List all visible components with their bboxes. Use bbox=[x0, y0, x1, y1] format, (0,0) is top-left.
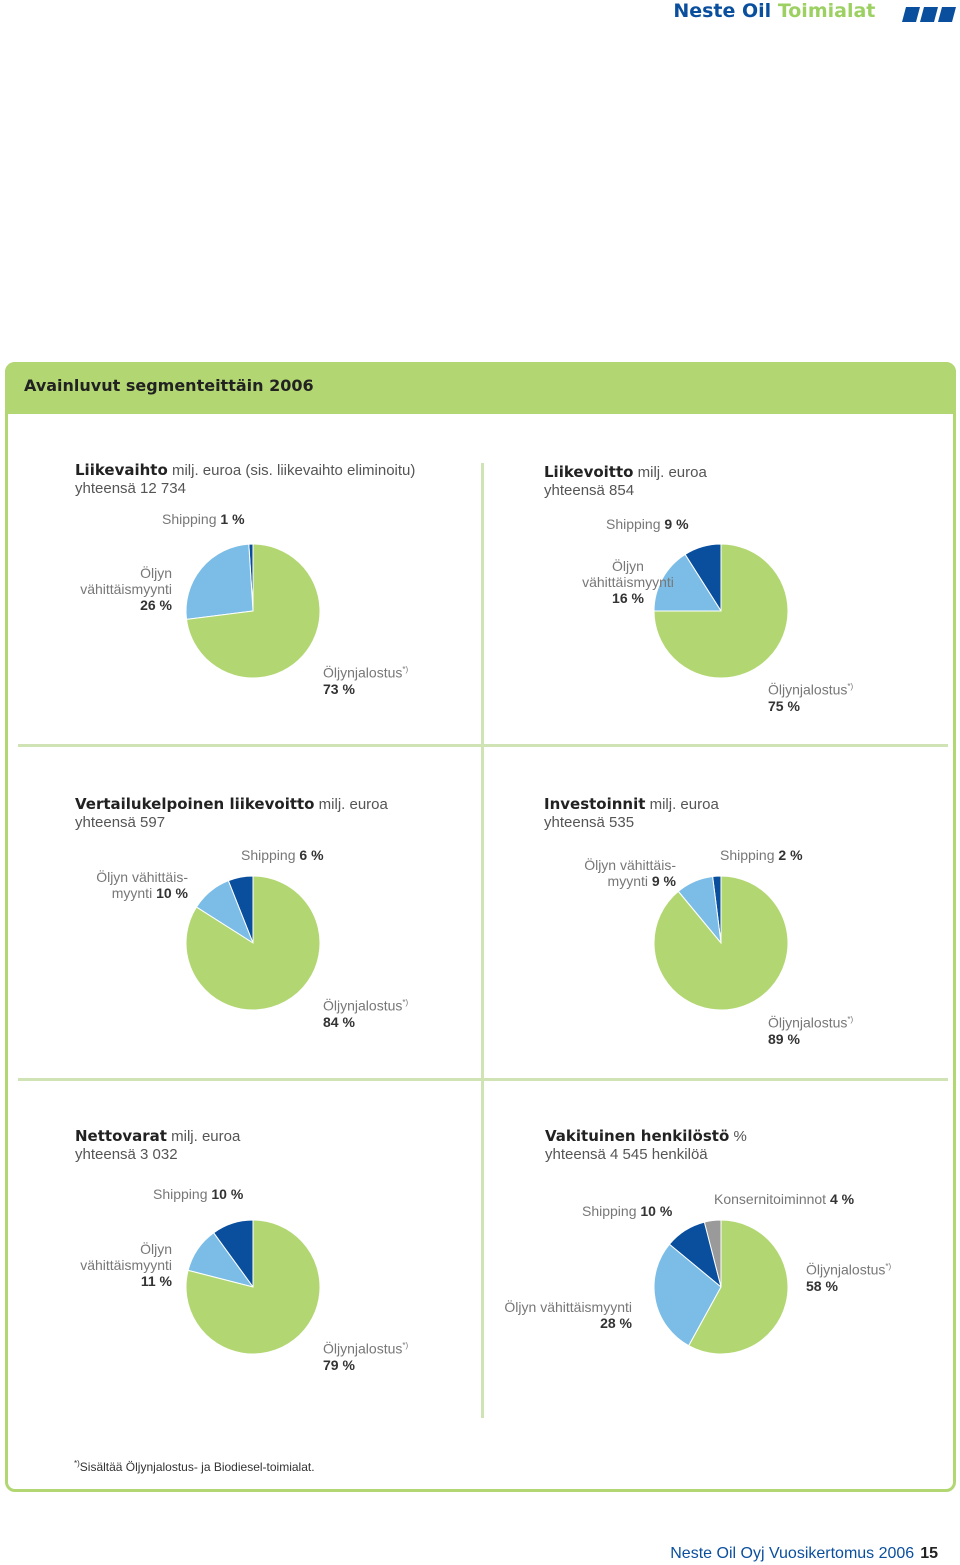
pie-slice-öljynjalostus bbox=[185, 543, 321, 679]
pie-slice-öljyn-vähittäismyynti bbox=[653, 553, 722, 612]
chart-total: yhteensä 535 bbox=[544, 814, 635, 831]
slice-label-refining: Öljynjalostus*) 79 % bbox=[323, 1340, 409, 1373]
pie-slice-öljynjalostus bbox=[185, 1219, 321, 1355]
slice-label-group-functions: Konsernitoiminnot 4 % bbox=[714, 1191, 855, 1207]
publication-title: Neste Oil Oyj Vuosikertomus 2006 bbox=[670, 1545, 915, 1562]
slice-label-refining: Öljynjalostus*) 58 % bbox=[806, 1261, 892, 1294]
slice-label-refining: Öljynjalostus*) 89 % bbox=[768, 1014, 854, 1047]
slice-label-retail: Öljyn vähittäismyynti 28 % bbox=[504, 1299, 632, 1331]
chart-title: Vakituinen henkilöstö % yhteensä 4 545 h… bbox=[545, 1127, 747, 1163]
row-divider bbox=[18, 1078, 948, 1081]
chart-title: Nettovarat milj. euroa yhteensä 3 032 bbox=[75, 1127, 241, 1163]
chart-title: Investoinnit milj. euroa yhteensä 535 bbox=[544, 795, 719, 831]
panel-title: Avainluvut segmenteittäin 2006 bbox=[24, 376, 314, 395]
slice-label-shipping: Shipping 9 % bbox=[606, 516, 689, 532]
brand-name: Neste Oil bbox=[673, 0, 772, 22]
slice-label-retail: Öljyn vähittäis-myynti 10 % bbox=[96, 869, 188, 901]
page-number: 15 bbox=[920, 1545, 938, 1562]
pie-slice-öljyn-vähittäismyynti bbox=[185, 543, 254, 620]
chart-title: Vertailukelpoinen liikevoitto milj. euro… bbox=[75, 795, 388, 831]
slice-label-retail: Öljyn vähittäismyynti 11 % bbox=[80, 1241, 172, 1289]
brand-leaf-icon bbox=[902, 7, 956, 22]
chart-total: yhteensä 854 bbox=[544, 482, 635, 499]
chart-total: yhteensä 3 032 bbox=[75, 1146, 178, 1163]
slice-label-shipping: Shipping 6 % bbox=[241, 847, 324, 863]
slice-label-retail: Öljyn vähittäismyynti 16 % bbox=[582, 558, 674, 606]
slice-label-shipping: Shipping 1 % bbox=[162, 511, 245, 527]
chart-title: Liikevoitto milj. euroa yhteensä 854 bbox=[544, 463, 707, 499]
slice-label-shipping: Shipping 2 % bbox=[720, 847, 803, 863]
chart-total: yhteensä 4 545 henkilöä bbox=[545, 1146, 708, 1163]
panel-header bbox=[5, 362, 956, 414]
slice-label-shipping: Shipping 10 % bbox=[582, 1203, 673, 1219]
section-name: Toimialat bbox=[777, 0, 876, 22]
brand-header: Neste Oil Toimialat bbox=[673, 0, 940, 22]
slice-label-retail: Öljyn vähittäismyynti 26 % bbox=[80, 565, 172, 613]
slice-label-shipping: Shipping 10 % bbox=[153, 1186, 244, 1202]
row-divider bbox=[18, 744, 948, 747]
column-divider bbox=[481, 463, 484, 1418]
pie-slice-öljyn-vähittäismyynti bbox=[653, 1243, 722, 1347]
slice-label-refining: Öljynjalostus*) 75 % bbox=[768, 681, 854, 714]
footnote: *)Sisältää Öljynjalostus- ja Biodiesel-t… bbox=[74, 1459, 315, 1474]
pie-slice-öljynjalostus bbox=[185, 875, 321, 1011]
chart-total: yhteensä 12 734 bbox=[75, 480, 186, 497]
slice-label-refining: Öljynjalostus*) 84 % bbox=[323, 997, 409, 1030]
pie-slice-öljynjalostus bbox=[653, 875, 789, 1011]
slice-label-retail: Öljyn vähittäis-myynti 9 % bbox=[584, 857, 676, 889]
page-footer: Neste Oil Oyj Vuosikertomus 2006 15 bbox=[670, 1545, 938, 1563]
pie-slice-öljynjalostus bbox=[688, 1219, 789, 1355]
chart-total: yhteensä 597 bbox=[75, 814, 166, 831]
pie-slice-öljynjalostus bbox=[653, 543, 789, 679]
slice-label-refining: Öljynjalostus*) 73 % bbox=[323, 664, 409, 697]
chart-title: Liikevaihto milj. euroa (sis. liikevaiht… bbox=[75, 461, 416, 497]
